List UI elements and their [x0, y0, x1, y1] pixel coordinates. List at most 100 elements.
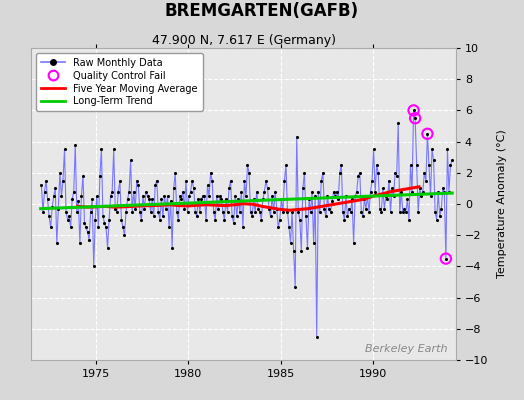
Point	[343, 213, 352, 220]
Point	[340, 216, 348, 223]
Point	[409, 107, 418, 114]
Point	[391, 170, 399, 176]
Point	[439, 185, 447, 192]
Point	[358, 213, 367, 220]
Point	[419, 188, 427, 195]
Point	[253, 188, 261, 195]
Point	[388, 185, 396, 192]
Point	[86, 209, 95, 215]
Point	[210, 209, 218, 215]
Point	[156, 216, 164, 223]
Point	[311, 193, 319, 199]
Point	[414, 209, 422, 215]
Point	[152, 178, 161, 184]
Point	[96, 173, 104, 179]
Point	[350, 240, 358, 246]
Point	[231, 193, 239, 199]
Point	[403, 196, 412, 202]
Point	[346, 209, 355, 215]
Point	[52, 240, 61, 246]
Point	[223, 209, 232, 215]
Point	[215, 193, 224, 199]
Point	[128, 209, 136, 215]
Point	[51, 185, 60, 192]
Point	[282, 162, 290, 168]
Point	[154, 209, 162, 215]
Point	[423, 130, 432, 137]
Point	[174, 216, 182, 223]
Point	[197, 196, 205, 202]
Point	[83, 229, 92, 235]
Point	[42, 178, 50, 184]
Point	[157, 196, 166, 202]
Point	[317, 178, 325, 184]
Point	[272, 206, 281, 212]
Point	[180, 206, 189, 212]
Point	[302, 213, 310, 220]
Point	[409, 107, 418, 114]
Point	[283, 209, 292, 215]
Point	[243, 162, 252, 168]
Point	[423, 130, 432, 137]
Point	[228, 213, 236, 220]
Point	[435, 213, 444, 220]
Point	[63, 216, 72, 223]
Point	[168, 244, 177, 251]
Point	[144, 193, 152, 199]
Point	[219, 209, 227, 215]
Point	[274, 224, 282, 230]
Point	[187, 188, 195, 195]
Point	[214, 206, 223, 212]
Point	[259, 196, 267, 202]
Point	[172, 209, 181, 215]
Point	[203, 182, 212, 188]
Point	[99, 213, 107, 220]
Point	[122, 209, 130, 215]
Point	[312, 334, 321, 340]
Point	[94, 224, 103, 230]
Point	[102, 224, 110, 230]
Point	[285, 224, 293, 230]
Point	[397, 188, 406, 195]
Point	[85, 237, 93, 243]
Point	[291, 284, 299, 290]
Legend: Raw Monthly Data, Quality Control Fail, Five Year Moving Average, Long-Term Tren: Raw Monthly Data, Quality Control Fail, …	[36, 53, 203, 111]
Point	[37, 182, 46, 188]
Point	[369, 146, 378, 152]
Point	[428, 146, 436, 152]
Point	[183, 209, 192, 215]
Point	[217, 196, 225, 202]
Point	[357, 209, 366, 215]
Point	[65, 213, 73, 220]
Point	[47, 224, 55, 230]
Point	[377, 209, 386, 215]
Point	[392, 173, 401, 179]
Point	[88, 196, 96, 202]
Point	[319, 170, 327, 176]
Text: Berkeley Earth: Berkeley Earth	[365, 344, 447, 354]
Point	[305, 196, 313, 202]
Point	[169, 185, 178, 192]
Point	[342, 193, 350, 199]
Point	[121, 232, 129, 238]
Point	[411, 115, 419, 122]
Point	[422, 178, 430, 184]
Point	[211, 216, 220, 223]
Point	[56, 170, 64, 176]
Point	[137, 216, 146, 223]
Point	[416, 185, 424, 192]
Point	[57, 193, 66, 199]
Point	[448, 157, 456, 164]
Point	[322, 213, 330, 220]
Point	[134, 182, 143, 188]
Point	[163, 193, 172, 199]
Point	[176, 193, 184, 199]
Point	[165, 224, 173, 230]
Point	[380, 206, 389, 212]
Point	[251, 209, 259, 215]
Point	[386, 209, 395, 215]
Point	[280, 178, 289, 184]
Point	[82, 224, 90, 230]
Point	[133, 178, 141, 184]
Point	[334, 196, 342, 202]
